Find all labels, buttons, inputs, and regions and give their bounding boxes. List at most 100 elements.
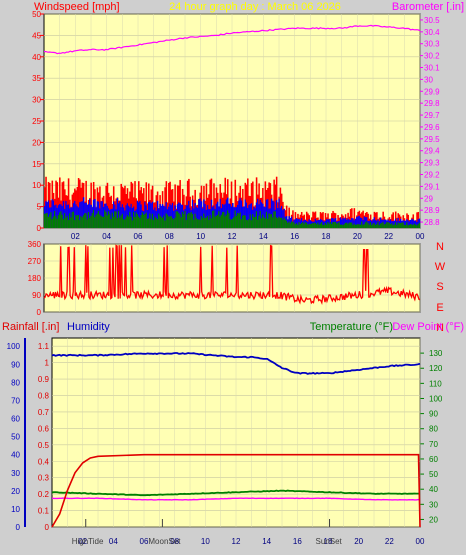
humidity-tick-label: 10 [11,505,20,514]
wind-min-bar [287,222,289,228]
hour-tick-label: 18 [324,537,333,546]
wind-min-bar [107,211,110,228]
wind-avg-bar [150,203,153,228]
wind-min-bar [219,216,222,228]
wind-min-bar [82,215,85,228]
windspeed-tick-label: 15 [32,160,41,169]
wind-min-bar [226,210,229,228]
wind-min-bar [127,216,130,228]
wind-avg-bar [94,198,96,228]
windspeed-tick-label: 30 [32,96,41,105]
windspeed-tick-label: 20 [32,138,41,147]
wind-min-bar [106,215,109,228]
wind-min-bar [102,216,105,228]
wind-avg-bar [180,204,183,228]
wind-min-bar [199,219,201,228]
wind-min-bar [277,218,279,228]
wind-min-bar [204,217,206,228]
wind-avg-bar [79,202,81,228]
hour-tick-label: 16 [293,537,302,546]
wind-min-bar [232,218,234,228]
wind-avg-bar [245,202,248,228]
humidity-tick-label: 90 [11,360,20,369]
barometer-tick-label: 30 [424,75,433,84]
barometer-tick-label: 30.3 [424,40,440,49]
wind-gust-bar [234,179,237,228]
wind-avg-bar [196,207,199,228]
wind-min-bar [396,224,398,228]
humidity-tick-label: 30 [11,469,20,478]
wind-min-bar [228,212,230,228]
wind-min-bar [89,217,91,228]
wind-avg-bar [210,199,213,228]
dewpoint-line [51,497,421,501]
wind-avg-bar [282,210,284,228]
wind-avg-bar [343,218,346,228]
wind-min-bar [292,221,294,228]
barometer-tick-label: 29.2 [424,171,440,180]
wind-min-bar [393,224,396,228]
wind-min-bar [74,220,76,228]
hour-tick-label: 14 [262,537,271,546]
wind-min-bar [201,218,204,228]
wind-min-bar [413,223,416,228]
wind-avg-bar [297,218,299,228]
wind-min-bar [104,210,106,228]
wind-min-bar [203,213,205,228]
rainfall-tick-label: 0.5 [38,441,50,450]
wind-min-bar [414,224,417,228]
wind-gust-bar [143,188,145,228]
wind-avg-bar [153,209,155,228]
wind-avg-bar [264,207,267,228]
wind-avg-bar [289,217,292,228]
wind-min-bar [138,216,140,228]
wind-min-bar [223,211,225,228]
rainfall-tick-label: 0.3 [38,474,50,483]
wind-gust-bar [145,182,148,228]
wind-gust-bar [376,212,378,228]
wind-min-bar [66,216,69,228]
wind-avg-bar [326,219,328,228]
wind-gust-bar [99,186,101,228]
barometer-tick-label: 28.8 [424,218,440,227]
temperature-tick-label: 40 [429,485,438,494]
wind-avg-bar [270,198,273,228]
wind-min-bar [347,223,349,228]
windspeed-tick-label: 10 [32,181,41,190]
wind-avg-bar [308,219,311,228]
wind-min-bar [379,223,382,228]
wind-min-bar [309,223,312,228]
wind-min-bar [300,222,303,228]
wind-min-bar [399,223,402,228]
wind-avg-bar [319,218,322,228]
wind-avg-bar [389,219,392,228]
humidity-tick-label: 50 [11,433,20,442]
wind-min-bar [255,211,258,228]
barometer-tick-label: 29.4 [424,147,440,156]
wind-gust-bar [168,182,170,228]
wind-min-bar [95,214,97,228]
wind-min-bar [144,214,146,228]
wind-min-bar [55,215,57,228]
wind-avg-bar [396,221,398,228]
barometer-tick-label: 29.1 [424,182,440,191]
wind-min-bar [354,224,357,228]
wind-min-bar [50,212,52,228]
wind-min-bar [80,216,82,228]
dewpoint-axis-label: Dew Point (°F) [392,321,464,333]
direction-tick-label: 180 [28,274,42,283]
wind-min-bar [376,224,378,228]
wind-min-bar [171,218,174,228]
wind-min-bar [121,213,124,228]
wind-min-bar [389,224,392,228]
wind-min-bar [64,213,66,228]
wind-min-bar [265,211,268,228]
wind-gust-bar [59,177,61,228]
wind-avg-bar [352,218,354,228]
wind-avg-bar [247,207,249,228]
wind-avg-bar [208,209,210,228]
wind-avg-bar [131,207,134,228]
wind-min-bar [303,223,305,228]
wind-avg-bar [67,204,70,228]
wind-min-bar [79,220,81,228]
